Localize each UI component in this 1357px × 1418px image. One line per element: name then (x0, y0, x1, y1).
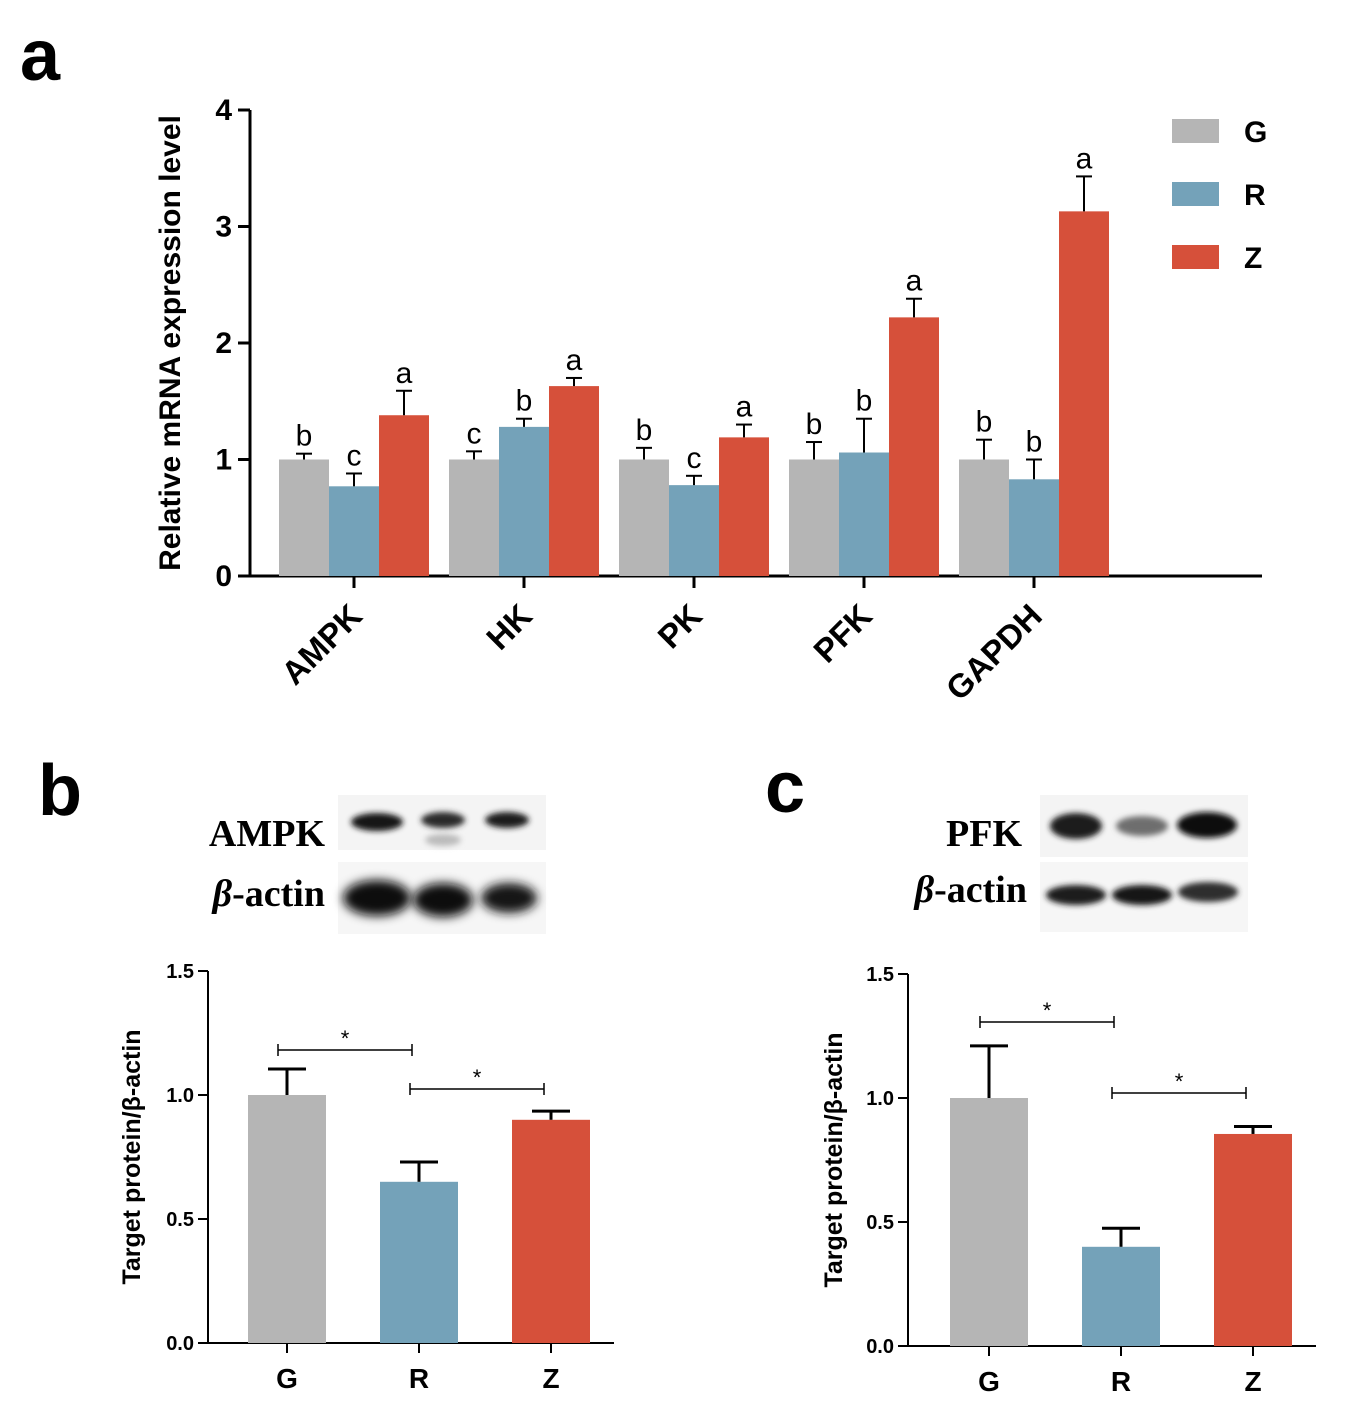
chart-a-bar-r (1009, 479, 1059, 576)
blot-c-band-pfk-z (1177, 812, 1237, 838)
chart-a-bar-z (549, 386, 599, 576)
chart-a-x-tick-label: PK (650, 597, 709, 656)
chart-a-bar-z (719, 437, 769, 576)
chart-a-bar-z (1059, 211, 1109, 577)
chart-a-significance-letter: c (347, 439, 362, 472)
blot-c-band-actin-r (1112, 885, 1172, 905)
blot-c-actin-label: β-actin (913, 869, 1027, 911)
panel-label-a: a (20, 16, 61, 96)
panel-label-b: b (38, 751, 82, 831)
chart-a-y-tick-label: 2 (215, 327, 232, 360)
chart-a-significance-letter: c (467, 417, 482, 450)
blot-c: PFK β-actin (913, 795, 1248, 932)
blot-b-band-ampk-g (351, 813, 403, 831)
chart-c-y-tick-label: 1.5 (866, 964, 894, 986)
chart-a-y-tick-label: 4 (215, 94, 232, 127)
chart-a-significance-letter: a (566, 344, 583, 377)
chart-c-y-tick-label: 0.0 (866, 1336, 894, 1358)
chart-a-bar-r (669, 485, 719, 576)
blot-b-target-label: AMPK (209, 813, 326, 855)
blot-b-smear-ampk-r (425, 834, 461, 846)
blot-b: AMPK β-actin (209, 795, 546, 934)
chart-a-significance-letter: b (856, 385, 873, 418)
blot-c-band-pfk-r (1116, 816, 1168, 836)
chart-a-bar-g (449, 459, 499, 576)
chart-a-y-tick-label: 0 (215, 560, 232, 593)
chart-a-significance-letter: a (906, 265, 923, 298)
blot-b-band-ampk-z (485, 812, 529, 828)
chart-a-bar-g (959, 459, 1009, 576)
chart-a-significance-letter: b (976, 406, 993, 439)
chart-a-bar-z (889, 317, 939, 576)
chart-a-bar-z (379, 415, 429, 576)
chart-b-x-tick-label: G (276, 1363, 298, 1394)
chart-a-bar-g (279, 459, 329, 576)
chart-c-pfk-protein: 0.0 0.5 1.0 1.5 Target protein/β-actin G R Z * * (820, 964, 1316, 1397)
chart-a-significance-letter: a (396, 357, 413, 390)
chart-c-bar-r (1082, 1246, 1160, 1346)
chart-b-y-axis-label: Target protein/β-actin (118, 1029, 146, 1284)
chart-a-legend-label-z: Z (1244, 242, 1262, 275)
chart-a-significance-letter: b (806, 408, 823, 441)
chart-a-significance-letter: b (296, 420, 313, 453)
chart-a-legend-swatch-r (1172, 182, 1219, 206)
chart-a-legend-swatch-g (1172, 119, 1219, 143)
blot-b-actin-label: β-actin (211, 873, 325, 915)
chart-b-y-tick-label: 1.5 (166, 961, 194, 983)
chart-a-x-tick-label: HK (479, 597, 539, 657)
chart-a-y-tick-label: 1 (215, 444, 232, 477)
blot-c-target-label: PFK (946, 813, 1022, 855)
chart-c-x-tick-label: R (1111, 1366, 1131, 1397)
chart-b-y-tick-label: 1.0 (166, 1085, 194, 1107)
chart-a-significance-letter: a (736, 391, 753, 424)
blot-c-band-pfk-g (1050, 813, 1102, 839)
chart-c-y-axis-label: Target protein/β-actin (820, 1032, 848, 1287)
chart-a-bar-r (499, 426, 549, 576)
chart-a-bar-r (839, 452, 889, 576)
blot-b-band-actin-z (481, 883, 537, 913)
chart-a-bar-g (789, 459, 839, 576)
chart-a-bar-g (619, 459, 669, 576)
chart-b-y-tick-label: 0.0 (166, 1333, 194, 1355)
chart-a-legend-label-g: G (1244, 116, 1267, 149)
chart-a-significance-letter: b (1026, 426, 1043, 459)
chart-a-legend-label-r: R (1244, 179, 1266, 212)
chart-a-legend-swatch-z (1172, 245, 1219, 269)
chart-a-mrna-expression: 0 1 2 3 4 Relative mRNA expression level b c a AM… (154, 94, 1267, 707)
chart-a-significance-letter: b (516, 385, 533, 418)
blot-c-band-actin-z (1178, 882, 1238, 902)
chart-b-bar-z (512, 1119, 590, 1343)
chart-a-y-axis-label: Relative mRNA expression level (154, 115, 187, 571)
chart-c-x-tick-label: Z (1244, 1366, 1261, 1397)
blot-c-band-actin-g (1046, 885, 1106, 905)
chart-c-bar-z (1214, 1133, 1292, 1346)
chart-a-x-tick-label: AMPK (274, 597, 369, 692)
chart-c-x-tick-label: G (978, 1366, 1000, 1397)
chart-a-significance-letter: b (636, 414, 653, 447)
blot-b-band-actin-g (343, 880, 411, 916)
chart-c-bar-g (950, 1098, 1028, 1346)
chart-b-bar-g (248, 1095, 326, 1343)
chart-c-significance-star: * (1175, 1069, 1184, 1094)
chart-b-significance-star: * (473, 1065, 482, 1090)
chart-c-y-tick-label: 1.0 (866, 1088, 894, 1110)
chart-c-significance-star: * (1043, 998, 1052, 1023)
chart-b-y-tick-label: 0.5 (166, 1209, 194, 1231)
chart-a-significance-letter: c (687, 442, 702, 475)
blot-b-band-actin-r (413, 883, 473, 917)
chart-c-y-tick-label: 0.5 (866, 1212, 894, 1234)
blot-b-band-ampk-r (421, 812, 465, 828)
chart-a-bar-r (329, 486, 379, 576)
chart-b-significance-star: * (341, 1026, 350, 1051)
chart-a-x-tick-label: PFK (806, 597, 879, 670)
chart-b-bar-r (380, 1181, 458, 1343)
chart-b-x-tick-label: R (409, 1363, 429, 1394)
panel-label-c: c (765, 748, 805, 828)
chart-a-x-tick-label: GAPDH (939, 597, 1049, 707)
chart-b-x-tick-label: Z (542, 1363, 559, 1394)
chart-a-significance-letter: a (1076, 142, 1093, 175)
chart-b-ampk-protein: 0.0 0.5 1.0 1.5 Target protein/β-actin G R Z * * (118, 961, 614, 1394)
chart-a-y-tick-label: 3 (215, 211, 232, 244)
